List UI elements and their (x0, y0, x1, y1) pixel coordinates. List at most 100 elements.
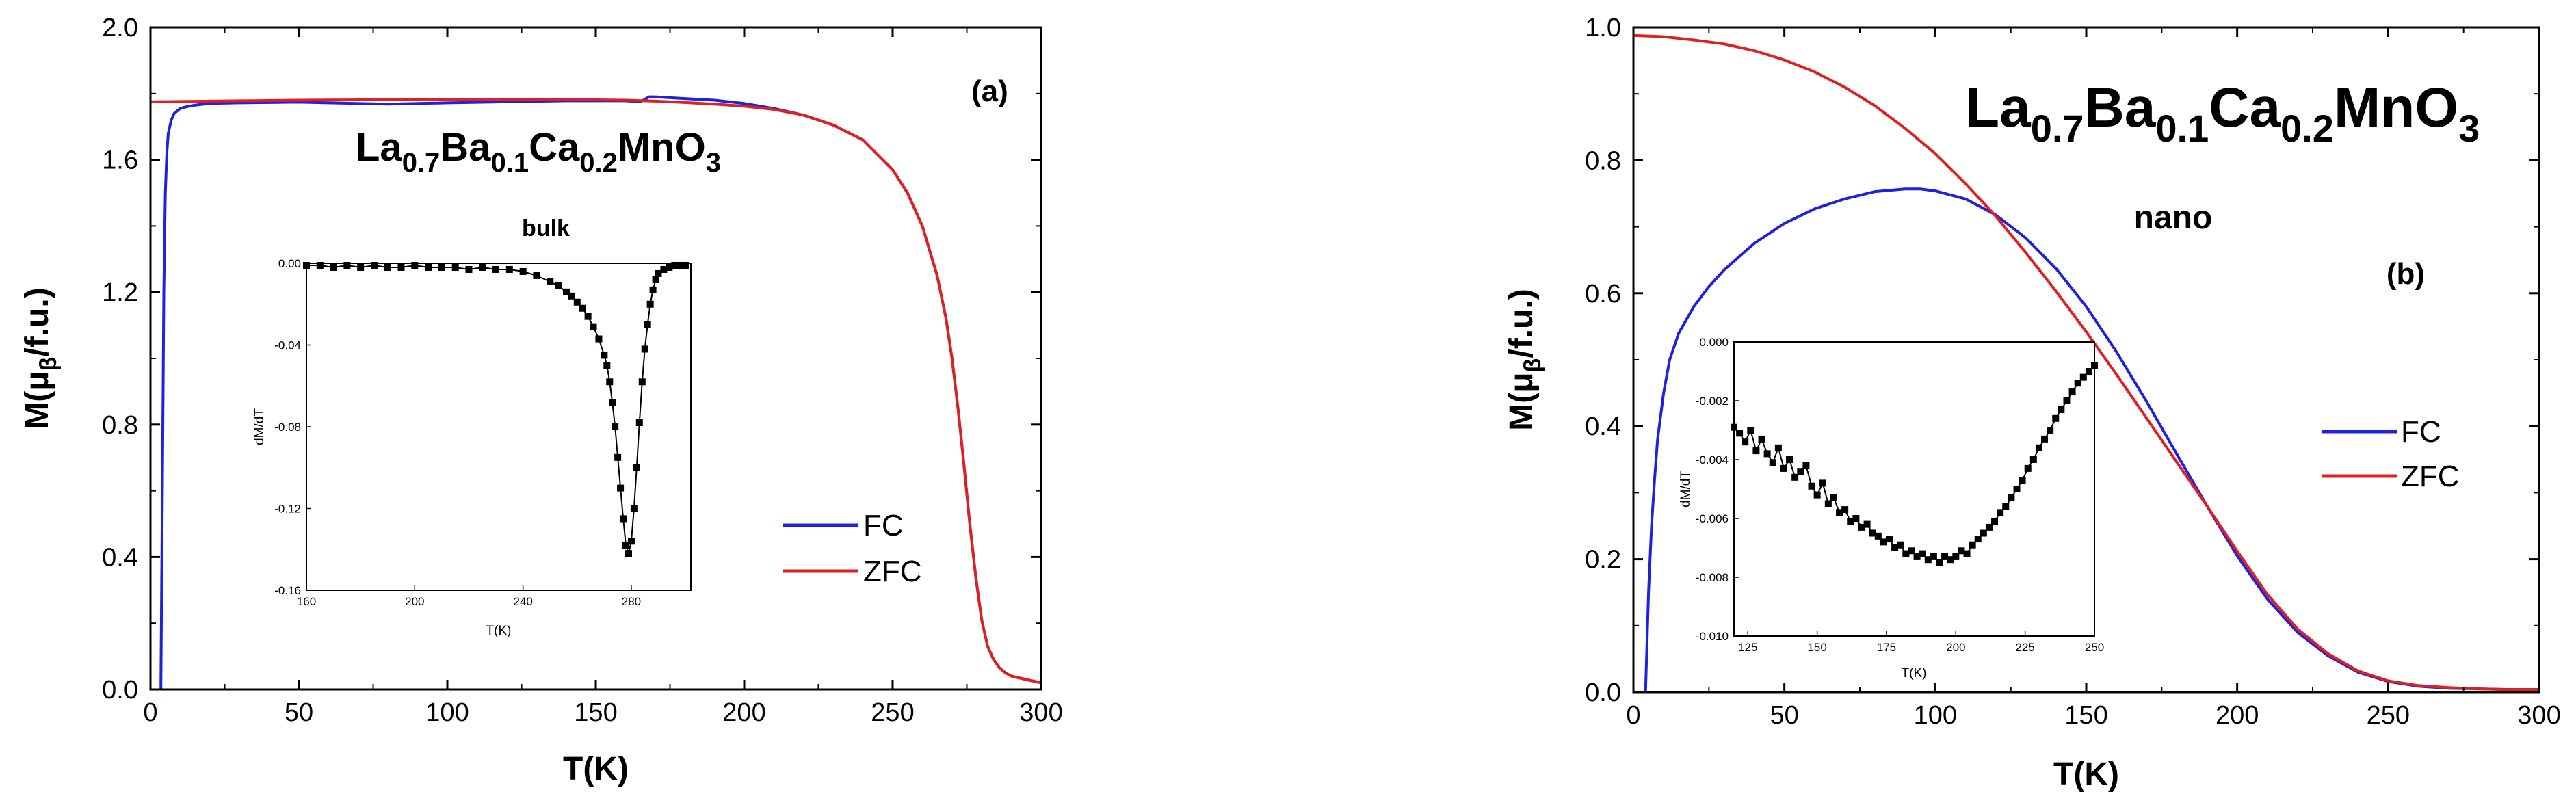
series-line-zfc (150, 98, 1042, 685)
inset-y-tick-label: -0.08 (274, 421, 301, 434)
inset-point (1758, 435, 1765, 443)
inset-point (614, 453, 622, 461)
legend-fc-label: FC (2401, 415, 2441, 449)
inset-point (1747, 427, 1754, 434)
compound-part: Ca (2209, 77, 2281, 139)
inset-point (595, 335, 603, 343)
inset-point (1841, 506, 1849, 514)
compound-part: 3 (706, 148, 721, 178)
inset-point (1880, 538, 1887, 546)
compound-part: Ca (529, 125, 580, 170)
x-tick-label: 0 (143, 698, 157, 727)
x-tick-label: 200 (2216, 701, 2259, 730)
inset-b-x-title: T(K) (1902, 666, 1927, 681)
x-tick-label: 250 (871, 698, 914, 727)
inset-y-tick-label: -0.006 (1696, 512, 1729, 525)
y-title-part: M( (19, 391, 55, 430)
inset-y-tick-label: -0.002 (1696, 395, 1729, 408)
inset-point (622, 542, 630, 549)
y-tick-label: 0.8 (102, 411, 138, 440)
inset-point (357, 263, 365, 271)
inset-point (451, 263, 459, 271)
inset-point (2047, 427, 2054, 434)
y-title-part: /f.u.) (1503, 289, 1540, 358)
inset-point (676, 261, 684, 269)
compound-part: La (356, 125, 402, 170)
inset-point (1769, 459, 1776, 466)
inset-point (584, 313, 592, 320)
inset-point (547, 278, 554, 285)
inset-point (606, 378, 614, 386)
panel-b-sample-label: nano (2134, 200, 2213, 236)
inset-point (1869, 529, 1876, 537)
inset-a-background (306, 263, 691, 590)
x-tick-label: 150 (2064, 701, 2107, 730)
inset-point (682, 261, 689, 269)
y-title-part: β (1520, 358, 1546, 373)
inset-point (635, 419, 643, 427)
compound-part: MnO (618, 125, 706, 170)
inset-point (370, 261, 378, 269)
inset-point (617, 484, 625, 492)
inset-point (438, 263, 445, 271)
inset-y-tick-label: -0.12 (274, 503, 301, 516)
inset-y-tick-label: -0.008 (1696, 571, 1729, 584)
inset-point (2041, 435, 2049, 443)
legend-zfc-label: ZFC (863, 555, 922, 588)
inset-a-x-title: T(K) (486, 624, 512, 638)
inset-y-tick-label: -0.004 (1696, 453, 1729, 466)
x-tick-label: 150 (574, 698, 617, 727)
panel-a-inset: T(K) dM/dT 160 200 240 280 0.00 -0.04 -0.08 -0.… (252, 257, 692, 638)
inset-point (1891, 544, 1899, 551)
inset-point (1797, 468, 1804, 475)
inset-b-y-title: dM/dT (1679, 471, 1693, 507)
inset-point (1897, 541, 1904, 549)
inset-point (1969, 541, 1976, 549)
inset-point (620, 515, 627, 523)
inset-b-background (1734, 342, 2094, 636)
inset-point (1974, 536, 1982, 543)
x-tick-label: 300 (2517, 701, 2560, 730)
inset-point (638, 378, 646, 386)
inset-point (655, 269, 662, 277)
inset-point (1930, 553, 1937, 560)
compound-part: MnO (2334, 77, 2458, 139)
panel-b-inset: T(K) dM/dT 125 150 175 200 225 250 0.000 -0.002… (1679, 336, 2104, 681)
x-tick-label: 0 (1626, 701, 1640, 730)
inset-point (425, 263, 432, 271)
inset-point (2063, 397, 2071, 404)
inset-x-tick-label: 280 (622, 595, 641, 608)
inset-x-tick-label: 225 (2015, 641, 2034, 654)
inset-point (1863, 520, 1871, 528)
legend-fc-label: FC (863, 509, 904, 542)
inset-x-tick-label: 125 (1738, 641, 1757, 654)
y-tick-label: 0.4 (1585, 412, 1621, 441)
inset-point (2029, 456, 2037, 463)
inset-y-tick-label: 0.00 (278, 257, 301, 270)
compound-part: 0.1 (490, 148, 529, 178)
inset-x-tick-label: 240 (513, 595, 532, 608)
inset-point (1847, 518, 1854, 525)
x-tick-label: 300 (1019, 698, 1062, 727)
inset-point (644, 321, 651, 328)
inset-point (573, 298, 581, 306)
panel-a-y-title: M(μβ/f.u.) (19, 287, 62, 429)
inset-point (1991, 518, 1999, 525)
inset-point (1852, 515, 1860, 522)
inset-point (579, 304, 586, 312)
compound-part: 3 (2458, 107, 2480, 150)
inset-point (1736, 430, 1744, 437)
panel-b-compound: La0.7Ba0.1Ca0.2MnO3 (1965, 77, 2480, 150)
inset-point (1763, 450, 1771, 458)
panel-a-sample-label: bulk (522, 215, 570, 241)
y-tick-label: 1.0 (1585, 14, 1621, 42)
inset-point (533, 272, 540, 279)
inset-point (2019, 477, 2026, 484)
panel-b-y-title: M(μβ/f.u.) (1503, 289, 1546, 430)
inset-point (1874, 532, 1882, 540)
inset-point (1813, 491, 1821, 499)
inset-point (625, 550, 632, 557)
compound-part: 0.7 (2031, 107, 2084, 150)
inset-x-tick-label: 250 (2085, 641, 2104, 654)
inset-point (652, 276, 659, 283)
